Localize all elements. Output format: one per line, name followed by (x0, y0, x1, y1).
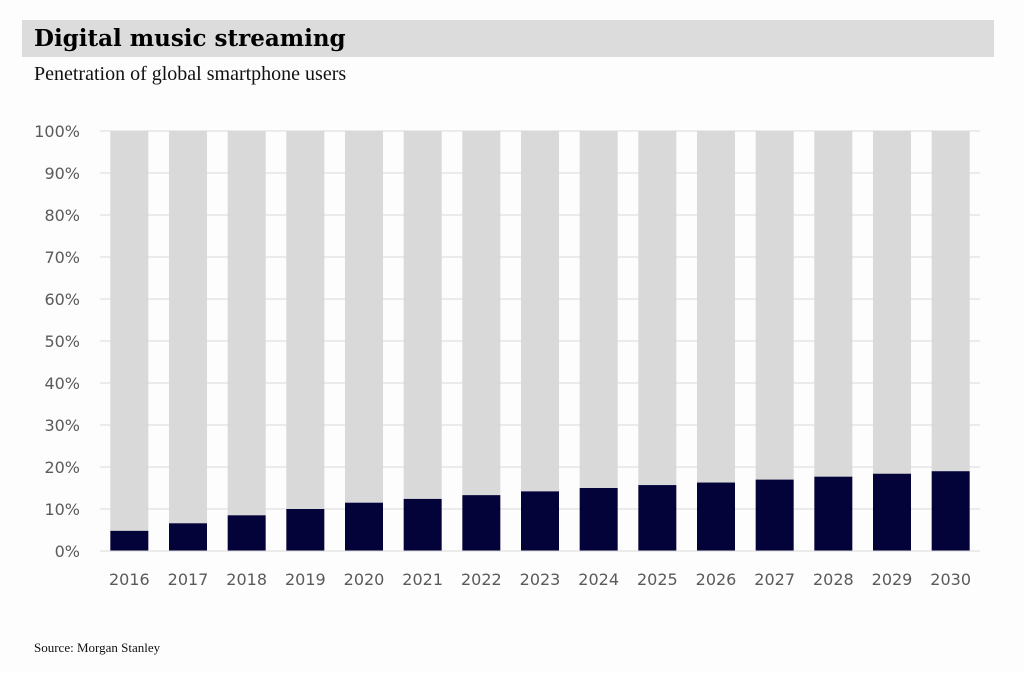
x-tick-label: 2021 (402, 570, 443, 589)
x-tick-label: 2020 (344, 570, 385, 589)
y-tick-label: 10% (44, 500, 80, 519)
y-tick-label: 60% (44, 290, 80, 309)
bar-remainder (462, 131, 501, 496)
bar-penetration (814, 476, 853, 551)
bar-remainder (873, 131, 911, 474)
bar-remainder (814, 131, 853, 477)
x-tick-label: 2019 (285, 570, 326, 589)
y-tick-label: 30% (44, 416, 80, 435)
bar-remainder (931, 131, 970, 472)
y-tick-label: 20% (44, 458, 80, 477)
bar-remainder (579, 131, 618, 488)
x-tick-label: 2028 (813, 570, 854, 589)
chart-subtitle: Penetration of global smartphone users (34, 63, 347, 85)
bar-penetration (345, 502, 383, 551)
bar-penetration (286, 509, 325, 551)
bar-penetration (755, 479, 794, 551)
bar-penetration (227, 515, 266, 551)
x-tick-label: 2016 (109, 570, 150, 589)
x-tick-label: 2030 (930, 570, 971, 589)
source-note: Source: Morgan Stanley (34, 640, 161, 655)
bar-remainder (638, 131, 677, 486)
y-tick-label: 0% (55, 542, 80, 561)
bar-penetration (638, 485, 677, 551)
bar-remainder (403, 131, 442, 499)
bar-remainder (521, 131, 559, 492)
x-tick-label: 2025 (637, 570, 678, 589)
bar-penetration (169, 523, 207, 551)
x-tick-label: 2024 (578, 570, 619, 589)
y-tick-label: 70% (44, 248, 80, 267)
bar-penetration (521, 491, 559, 551)
x-tick-label: 2017 (168, 570, 209, 589)
bar-penetration (697, 482, 735, 551)
x-tick-label: 2026 (696, 570, 737, 589)
x-tick-label: 2027 (754, 570, 795, 589)
x-tick-label: 2018 (226, 570, 267, 589)
bar-remainder (227, 131, 266, 516)
y-tick-label: 40% (44, 374, 80, 393)
bar-remainder (110, 131, 149, 531)
bar-remainder (286, 131, 325, 509)
y-tick-label: 100% (34, 122, 80, 141)
bar-remainder (345, 131, 383, 503)
chart-title: Digital music streaming (34, 25, 346, 52)
bar-penetration (873, 473, 911, 551)
bar-remainder (755, 131, 794, 480)
x-tick-label: 2022 (461, 570, 502, 589)
bar-penetration (579, 488, 618, 551)
y-tick-label: 80% (44, 206, 80, 225)
bar-remainder (169, 131, 207, 524)
x-tick-label: 2023 (520, 570, 561, 589)
bar-penetration (110, 530, 149, 551)
y-tick-label: 90% (44, 164, 80, 183)
x-tick-label: 2029 (872, 570, 913, 589)
bar-remainder (697, 131, 735, 483)
bar-penetration (931, 471, 970, 551)
bar-penetration (403, 498, 442, 551)
title-band: Digital music streaming (22, 20, 994, 57)
y-tick-label: 50% (44, 332, 80, 351)
bar-penetration (462, 495, 501, 551)
